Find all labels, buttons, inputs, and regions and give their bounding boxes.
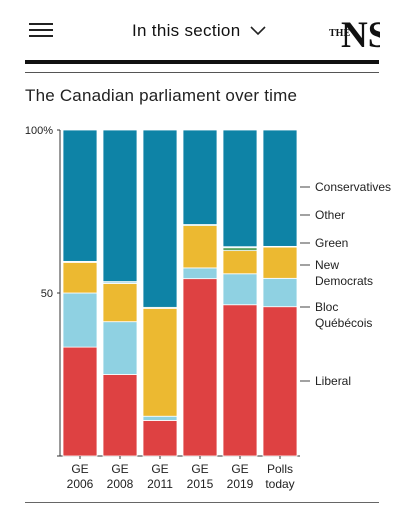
hamburger-menu-icon[interactable]	[29, 23, 53, 38]
x-tick-label: 2019	[227, 477, 254, 491]
legend-label: Other	[315, 208, 345, 222]
top-navigation-bar: In this section THE NS	[0, 0, 403, 62]
bar-segment	[222, 250, 258, 275]
y-tick-label: 50	[41, 288, 53, 300]
new-statesman-logo[interactable]: THE NS	[328, 8, 380, 52]
bar-segment	[62, 346, 98, 457]
bar-segment	[262, 129, 298, 247]
in-this-section-button[interactable]: In this section	[132, 18, 267, 44]
x-tick-label: 2015	[187, 477, 214, 491]
stacked-bar-chart: 100%50GE2006GE2008GE2011GE2015GE2019Poll…	[25, 125, 391, 491]
bar-segment	[262, 306, 298, 457]
x-tick-label: 2006	[67, 477, 94, 491]
bar-segment	[222, 304, 258, 457]
bar-segment	[62, 261, 98, 294]
x-tick-label: GE	[111, 462, 128, 476]
legend-label: Conservatives	[315, 180, 391, 194]
x-tick-label: 2011	[147, 477, 173, 491]
legend-label: Québécois	[315, 316, 372, 330]
bar-segment	[102, 283, 138, 323]
bar-segment	[182, 129, 218, 225]
legend-label: Green	[315, 236, 348, 250]
svg-text:THE: THE	[329, 28, 350, 39]
bar-segment	[142, 415, 178, 421]
x-tick-label: GE	[71, 462, 88, 476]
bar-segment	[182, 278, 218, 457]
bar-segment	[142, 420, 178, 457]
legend-label: Democrats	[315, 274, 373, 288]
legend-label: Liberal	[315, 374, 351, 388]
x-tick-label: GE	[231, 462, 248, 476]
bar-segment	[182, 267, 218, 280]
x-tick-label: 2008	[107, 477, 134, 491]
x-tick-label: today	[265, 477, 294, 491]
bar-segment	[222, 129, 258, 248]
footer-divider	[25, 502, 379, 503]
bar-segment	[62, 292, 98, 348]
chevron-down-icon	[250, 26, 267, 36]
bar-segment	[102, 129, 138, 282]
bar-segment	[222, 247, 258, 252]
bar-segment	[102, 321, 138, 375]
header-divider-thin	[25, 72, 379, 73]
x-tick-label: Polls	[267, 462, 293, 476]
bar-segment	[102, 374, 138, 457]
bar-segment	[182, 225, 218, 269]
section-label: In this section	[132, 21, 241, 40]
y-tick-label: 100%	[25, 125, 53, 137]
legend-label: New	[315, 258, 339, 272]
chart-title: The Canadian parliament over time	[25, 86, 298, 105]
legend-label: Bloc	[315, 300, 338, 314]
bar-segment	[262, 246, 298, 279]
bar-segment	[142, 307, 178, 417]
svg-text:NS: NS	[341, 15, 380, 52]
x-tick-label: GE	[191, 462, 208, 476]
bar-segment	[222, 273, 258, 306]
bar-segment	[142, 129, 178, 308]
bar-segment	[262, 277, 298, 308]
header-divider-thick	[25, 60, 379, 64]
x-tick-label: GE	[151, 462, 168, 476]
bar-segment	[62, 129, 98, 262]
